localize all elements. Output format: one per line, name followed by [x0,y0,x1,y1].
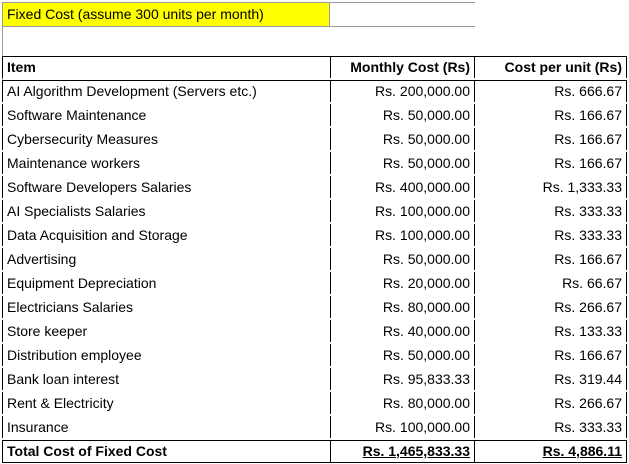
header-cost-per-unit[interactable]: Cost per unit (Rs) [475,56,627,78]
row-item[interactable]: Insurance [2,416,330,438]
title-cell[interactable]: Fixed Cost (assume 300 units per month) [2,2,330,27]
row-item[interactable]: Bank loan interest [2,368,330,390]
title-adjacent-cell[interactable] [330,2,475,27]
row-monthly-cost[interactable]: Rs. 50,000.00 [330,152,475,174]
row-monthly-cost[interactable]: Rs. 100,000.00 [330,224,475,246]
row-monthly-cost[interactable]: Rs. 400,000.00 [330,176,475,198]
row-item[interactable]: Store keeper [2,320,330,342]
row-item[interactable]: Cybersecurity Measures [2,128,330,150]
table-bottom-border [2,462,627,463]
row-item[interactable]: Distribution employee [2,344,330,366]
total-monthly-value: Rs. 1,465,833.33 [362,443,470,459]
row-item[interactable]: AI Specialists Salaries [2,200,330,222]
row-monthly-cost[interactable]: Rs. 80,000.00 [330,392,475,414]
header-item[interactable]: Item [2,56,330,78]
row-cost-per-unit[interactable]: Rs. 1,333.33 [475,176,627,198]
row-divider [2,440,627,441]
row-cost-per-unit[interactable]: Rs. 319.44 [475,368,627,390]
total-cost-per-unit[interactable]: Rs. 4,886.11 [475,440,627,462]
row-monthly-cost[interactable]: Rs. 50,000.00 [330,104,475,126]
row-item[interactable]: Rent & Electricity [2,392,330,414]
row-cost-per-unit[interactable]: Rs. 266.67 [475,392,627,414]
total-unit-value: Rs. 4,886.11 [542,443,622,459]
row-monthly-cost[interactable]: Rs. 50,000.00 [330,248,475,270]
row-item[interactable]: Maintenance workers [2,152,330,174]
row-cost-per-unit[interactable]: Rs. 166.67 [475,152,627,174]
row-divider [2,80,627,81]
row-cost-per-unit[interactable]: Rs. 333.33 [475,416,627,438]
row-cost-per-unit[interactable]: Rs. 666.67 [475,80,627,102]
blank-header-band [2,27,627,84]
row-cost-per-unit[interactable]: Rs. 166.67 [475,128,627,150]
row-monthly-cost[interactable]: Rs. 20,000.00 [330,272,475,294]
row-divider [2,56,627,57]
row-monthly-cost[interactable]: Rs. 80,000.00 [330,296,475,318]
header-monthly-cost[interactable]: Monthly Cost (Rs) [330,56,475,78]
row-item[interactable]: Data Acquisition and Storage [2,224,330,246]
row-monthly-cost[interactable]: Rs. 40,000.00 [330,320,475,342]
row-monthly-cost[interactable]: Rs. 50,000.00 [330,128,475,150]
total-label[interactable]: Total Cost of Fixed Cost [2,440,330,462]
row-monthly-cost[interactable]: Rs. 200,000.00 [330,80,475,102]
row-cost-per-unit[interactable]: Rs. 166.67 [475,104,627,126]
row-item[interactable]: Equipment Depreciation [2,272,330,294]
row-monthly-cost[interactable]: Rs. 95,833.33 [330,368,475,390]
total-monthly-cost[interactable]: Rs. 1,465,833.33 [330,440,475,462]
row-cost-per-unit[interactable]: Rs. 333.33 [475,224,627,246]
row-item[interactable]: Electricians Salaries [2,296,330,318]
row-cost-per-unit[interactable]: Rs. 66.67 [475,272,627,294]
row-monthly-cost[interactable]: Rs. 100,000.00 [330,416,475,438]
row-cost-per-unit[interactable]: Rs. 266.67 [475,296,627,318]
row-cost-per-unit[interactable]: Rs. 166.67 [475,344,627,366]
row-monthly-cost[interactable]: Rs. 100,000.00 [330,200,475,222]
row-item[interactable]: AI Algorithm Development (Servers etc.) [2,80,330,102]
row-cost-per-unit[interactable]: Rs. 166.67 [475,248,627,270]
row-monthly-cost[interactable]: Rs. 50,000.00 [330,344,475,366]
row-item[interactable]: Software Developers Salaries [2,176,330,198]
row-item[interactable]: Advertising [2,248,330,270]
row-item[interactable]: Software Maintenance [2,104,330,126]
row-cost-per-unit[interactable]: Rs. 333.33 [475,200,627,222]
row-cost-per-unit[interactable]: Rs. 133.33 [475,320,627,342]
